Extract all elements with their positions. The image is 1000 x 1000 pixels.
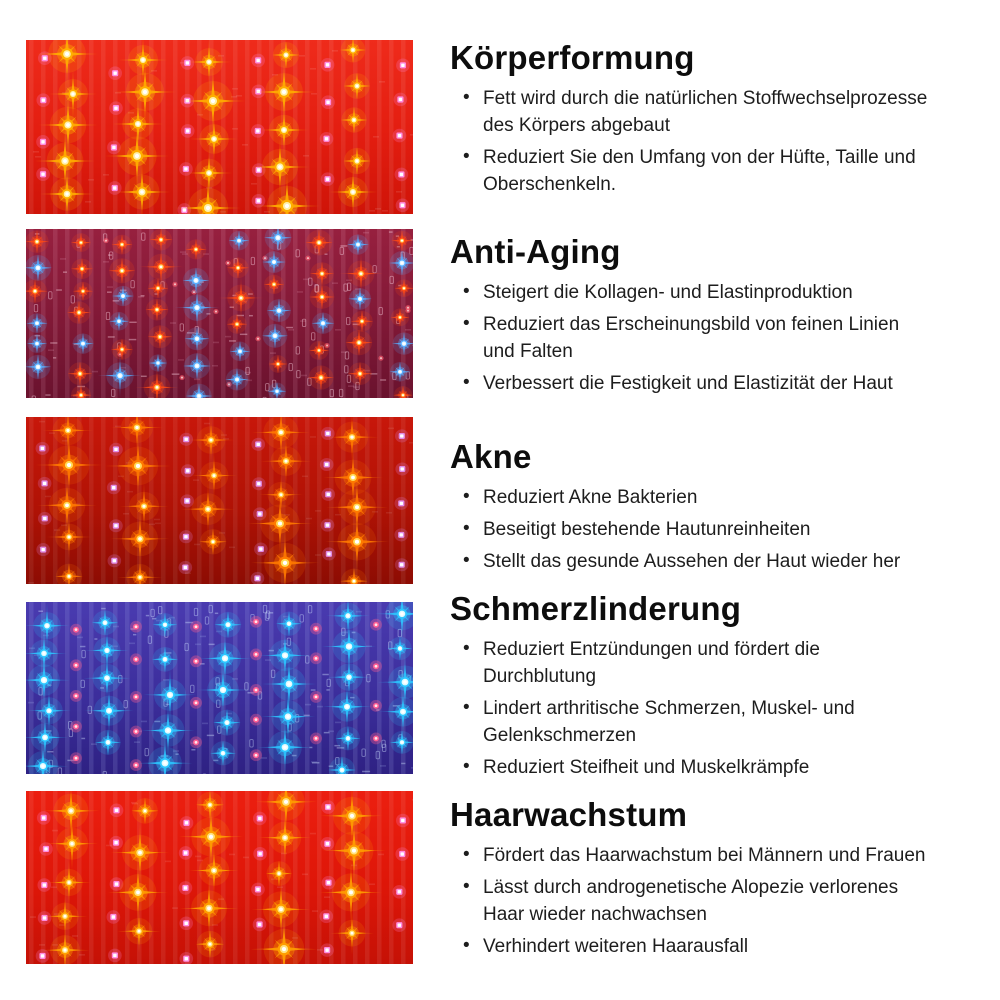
benefit-item: • Lindert arthritische Schmerzen, Muskel-…: [450, 696, 928, 750]
benefit-text: Fett wird durch die natürlichen Stoffwec…: [483, 87, 928, 136]
benefit-item: • Reduziert das Erscheinungsbild von fein…: [450, 312, 928, 366]
led-panel-photo-blue: [26, 602, 413, 774]
bullet-icon: •: [463, 280, 470, 302]
bullet-icon: •: [463, 934, 470, 956]
benefit-item: • Verhindert weiteren Haarausfall: [450, 934, 928, 961]
benefit-text: Steigert die Kollagen- und Elastinproduk…: [483, 281, 853, 303]
led-panel-photo-red: [26, 40, 413, 214]
bullet-icon: •: [463, 371, 470, 393]
benefit-item: • Fördert das Haarwachstum bei Männern un…: [450, 843, 928, 870]
benefit-text: Verbessert die Festigkeit und Elastizitä…: [483, 372, 893, 394]
led-panel-photo-red-blue: [26, 229, 413, 398]
benefit-item: • Reduziert Steifheit und Muskelkrämpfe: [450, 755, 928, 782]
section-title: Haarwachstum: [450, 796, 688, 833]
benefit-list: • Reduziert Entzündungen und fördert die …: [450, 637, 932, 782]
benefit-item: • Verbessert die Festigkeit und Elastizit…: [450, 371, 928, 398]
section-title: Akne: [450, 438, 532, 475]
benefit-text: Verhindert weiteren Haarausfall: [483, 935, 749, 957]
bullet-icon: •: [463, 549, 470, 571]
bullet-icon: •: [463, 755, 470, 777]
section-title: Schmerzlinderung: [450, 590, 742, 627]
benefit-text: Reduziert Sie den Umfang von der Hüfte, …: [483, 146, 916, 195]
bullet-icon: •: [463, 485, 470, 507]
bullet-icon: •: [463, 637, 470, 659]
benefit-text: Lindert arthritische Schmerzen, Muskel- …: [483, 697, 855, 746]
benefit-list: • Reduziert Akne Bakterien • Beseitigt bes…: [450, 485, 932, 576]
section-title: Körperformung: [450, 39, 695, 76]
benefit-text: Fördert das Haarwachstum bei Männern und…: [483, 844, 926, 866]
benefit-item: • Reduziert Sie den Umfang von der Hüfte,…: [450, 145, 928, 199]
bullet-icon: •: [463, 517, 470, 539]
led-panel-photo-dark-red: [26, 417, 413, 584]
benefit-item: • Beseitigt bestehende Hautunreinheiten: [450, 517, 928, 544]
bullet-icon: •: [463, 312, 470, 334]
benefit-text: Reduziert Entzündungen und fördert die D…: [483, 638, 820, 687]
benefit-text: Stellt das gesunde Aussehen der Haut wie…: [483, 550, 901, 572]
benefit-text: Reduziert Steifheit und Muskelkrämpfe: [483, 756, 810, 778]
benefit-list: • Fördert das Haarwachstum bei Männern un…: [450, 843, 932, 961]
bullet-icon: •: [463, 145, 470, 167]
benefit-item: • Reduziert Entzündungen und fördert die …: [450, 637, 928, 691]
benefit-item: • Reduziert Akne Bakterien: [450, 485, 928, 512]
benefit-item: • Stellt das gesunde Aussehen der Haut wi…: [450, 549, 928, 576]
benefit-item: • Lässt durch androgenetische Alopezie ve…: [450, 875, 928, 929]
bullet-icon: •: [463, 875, 470, 897]
bullet-icon: •: [463, 843, 470, 865]
benefit-item: • Fett wird durch die natürlichen Stoffwe…: [450, 86, 928, 140]
led-panel-photo-red-orange: [26, 791, 413, 964]
bullet-icon: •: [463, 86, 470, 108]
benefit-list: • Fett wird durch die natürlichen Stoffwe…: [450, 86, 932, 199]
benefit-text: Reduziert das Erscheinungsbild von feine…: [483, 313, 900, 362]
benefit-text: Beseitigt bestehende Hautunreinheiten: [483, 518, 811, 540]
benefit-text: Lässt durch androgenetische Alopezie ver…: [483, 876, 899, 925]
benefit-text: Reduziert Akne Bakterien: [483, 486, 698, 508]
benefit-list: • Steigert die Kollagen- und Elastinprodu…: [450, 280, 932, 398]
bullet-icon: •: [463, 696, 470, 718]
benefit-item: • Steigert die Kollagen- und Elastinprodu…: [450, 280, 928, 307]
section-title: Anti-Aging: [450, 233, 621, 270]
